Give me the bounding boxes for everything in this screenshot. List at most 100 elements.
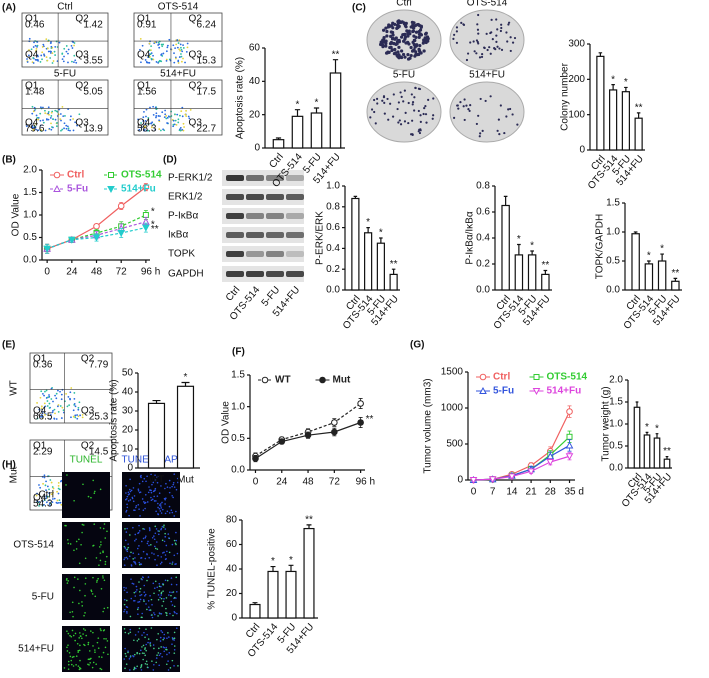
colony-dot <box>397 121 400 124</box>
y-tick-label: 0.5 <box>23 232 37 243</box>
flow-dot <box>180 110 183 113</box>
blot-band <box>286 175 304 181</box>
tunel-cell <box>149 641 152 644</box>
tunel-cell <box>163 551 165 554</box>
flow-dot <box>166 122 169 125</box>
tunel-cell <box>104 560 107 563</box>
tunel-cell <box>67 542 70 545</box>
tunel-cell <box>169 667 172 669</box>
flow-dot <box>143 110 145 113</box>
blot-band <box>286 194 304 200</box>
tunel-cell <box>99 527 102 529</box>
tunel-cell <box>138 524 140 527</box>
flow-dot <box>178 56 181 58</box>
colony-dot <box>413 45 417 49</box>
tunel-cell <box>170 509 173 512</box>
flow-dot <box>47 50 50 53</box>
flow-dot <box>180 53 182 55</box>
colony-dot <box>496 129 499 132</box>
flow-dot <box>176 39 179 41</box>
tunel-cell <box>158 582 161 585</box>
quadrant-name: Q4 <box>33 406 47 417</box>
flow-dot <box>48 407 51 409</box>
bar <box>147 402 166 469</box>
colony-dot <box>381 45 385 49</box>
tunel-cell <box>129 615 132 618</box>
significance: * <box>655 423 659 434</box>
tunel-cell <box>70 635 73 638</box>
tunel-cell <box>103 637 105 640</box>
quadrant-value: 0.91 <box>137 20 157 31</box>
tunel-cell <box>72 615 74 618</box>
tunel-cell <box>151 483 153 486</box>
x-tick-label: 72 <box>329 477 341 488</box>
colony-dot <box>468 109 471 113</box>
colony-plate <box>366 81 442 143</box>
tunel-cell <box>132 526 134 529</box>
colony-dot <box>477 32 480 35</box>
flow-dot <box>45 389 48 392</box>
bar <box>310 112 323 149</box>
quadrant-name: Q2 <box>75 14 89 25</box>
flow-dot <box>141 44 144 47</box>
colony-dot <box>469 104 472 107</box>
tunel-cell <box>82 483 84 486</box>
flow-dot <box>73 392 76 394</box>
blot-row-label: ERK1/2 <box>168 192 203 203</box>
tunel-cell <box>164 535 167 538</box>
y-tick-label: 1.5 <box>231 370 245 381</box>
y-tick-label: 0 <box>231 613 237 624</box>
flow-dot <box>44 390 46 393</box>
tunel-cell <box>128 658 131 660</box>
marker <box>92 234 101 242</box>
tunel-cell <box>79 659 81 662</box>
colony-dot <box>381 99 384 102</box>
flow-dot <box>165 59 168 62</box>
x-tick-label: 96 h <box>141 267 160 278</box>
significance: * <box>530 241 534 252</box>
tunel-cell <box>135 585 138 588</box>
tunel-cell <box>67 632 70 635</box>
tunel-cell <box>96 641 99 644</box>
flow-dot <box>179 128 181 131</box>
tunel-cell <box>158 492 161 495</box>
flow-dot <box>150 45 153 48</box>
tunel-cell <box>138 652 141 655</box>
flow-dot <box>53 497 56 500</box>
tunel-cell <box>84 629 87 631</box>
tunel-cell <box>135 505 138 507</box>
colony-dot <box>419 120 422 124</box>
flow-dot <box>42 482 44 485</box>
tunel-cell <box>143 528 146 531</box>
y-tick-label: 40 <box>122 387 134 398</box>
tunel-cell <box>100 588 103 590</box>
tunel-cell <box>150 627 153 629</box>
flow-dot <box>67 61 69 64</box>
tunel-cell <box>138 482 141 485</box>
flow-dot <box>45 489 47 492</box>
tunel-cell <box>161 539 164 542</box>
tunel-cell <box>99 559 102 562</box>
tunel-cell <box>137 532 139 535</box>
quadrant-value: 7.79 <box>89 360 109 371</box>
flow-dot <box>55 501 58 504</box>
tunel-cell <box>163 633 166 636</box>
y-tick-label: 0.0 <box>23 255 37 266</box>
flow-dot <box>173 61 176 64</box>
error-bar <box>665 455 669 460</box>
quadrant-name: Q3 <box>189 50 203 61</box>
tunel-cell <box>102 551 104 554</box>
flow-dot <box>44 413 46 416</box>
tunel-cell <box>150 491 153 494</box>
flow-dot <box>158 128 161 130</box>
tunel-cell <box>129 534 131 536</box>
flow-dot <box>182 44 184 46</box>
flow-dot <box>184 113 187 116</box>
marker <box>142 212 149 218</box>
tunel-cell <box>94 649 96 651</box>
flow-dot <box>49 502 52 505</box>
flow-dot <box>183 126 185 128</box>
tunel-cell <box>94 490 96 493</box>
x-tick-label: 48 <box>91 267 103 278</box>
tunel-cell <box>158 507 161 510</box>
